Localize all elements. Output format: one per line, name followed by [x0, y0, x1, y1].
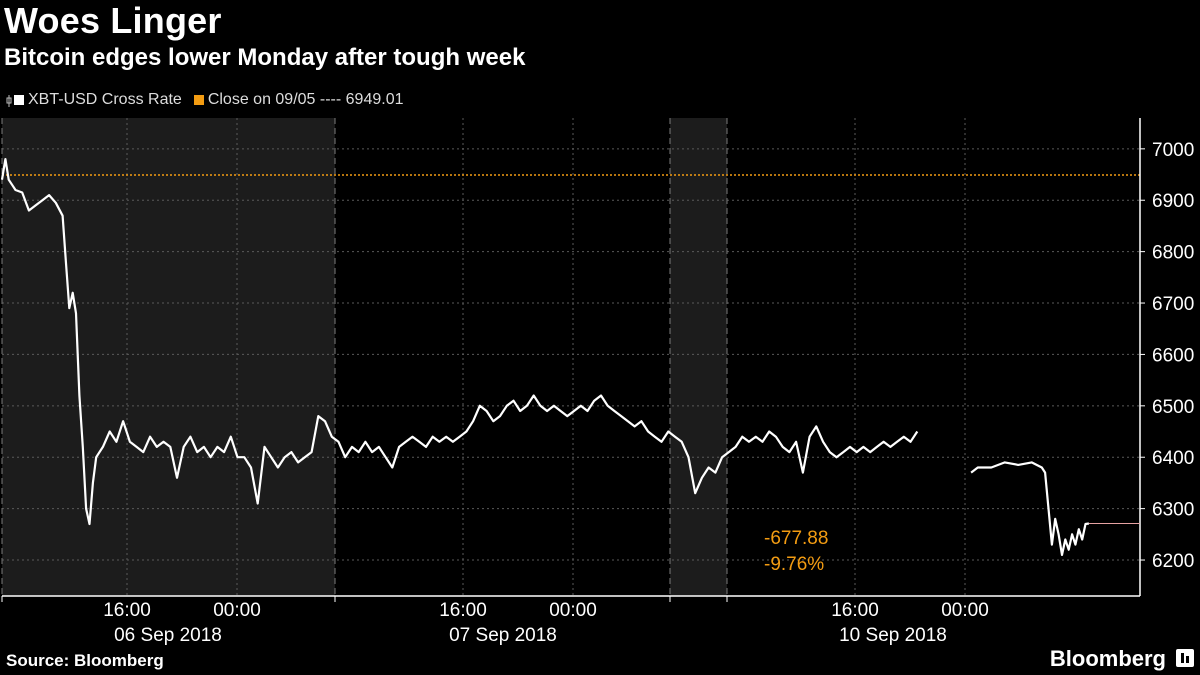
chart-title: Woes Linger — [4, 0, 222, 41]
legend: XBT-USD Cross Rate Close on 09/05 ---- 6… — [6, 91, 415, 109]
x-tick-label: 16:00 — [831, 600, 879, 621]
brand-logo: Bloomberg — [1049, 646, 1166, 671]
y-tick-label: 6600 — [1152, 345, 1194, 366]
x-tick-label: 16:00 — [439, 600, 487, 621]
x-tick-label: 16:00 — [103, 600, 151, 621]
y-tick-label: 6900 — [1152, 191, 1194, 212]
legend-item-series: XBT-USD Cross Rate — [6, 91, 182, 109]
y-tick-label: 6700 — [1152, 294, 1194, 315]
legend-label-series: XBT-USD Cross Rate — [28, 91, 182, 108]
axis-labels: 6200 6300 6400 6500 6600 6700 6800 6900 7000 16:0… — [103, 140, 1194, 646]
chart-subtitle: Bitcoin edges lower Monday after tough w… — [4, 44, 526, 71]
series-group — [0, 158, 1090, 556]
candle-icon — [6, 94, 12, 107]
y-tick-label: 6800 — [1152, 243, 1194, 264]
legend-swatch-series — [14, 95, 24, 105]
grid — [1, 118, 1145, 596]
x-tick-label: 00:00 — [213, 600, 261, 621]
shaded-region-0 — [2, 118, 335, 596]
legend-label-reference: Close on 09/05 ---- 6949.01 — [207, 91, 404, 108]
x-tick-label: 00:00 — [549, 600, 597, 621]
date-label: 10 Sep 2018 — [839, 625, 947, 646]
y-tick-label: 6400 — [1152, 448, 1194, 469]
legend-swatch-reference — [193, 95, 204, 105]
weekend-shading — [2, 118, 727, 596]
series-line-segment-0 — [0, 158, 919, 526]
series-line-segment-1 — [970, 461, 1090, 556]
y-tick-label: 7000 — [1152, 140, 1194, 161]
annotation-percent: -9.76% — [764, 554, 824, 575]
axes — [1, 118, 1141, 602]
y-tick-label: 6300 — [1152, 500, 1194, 521]
x-tick-label: 00:00 — [941, 600, 989, 621]
shaded-region-1 — [670, 118, 727, 596]
date-label: 06 Sep 2018 — [114, 625, 222, 646]
annotation-change: -677.88 — [764, 528, 828, 549]
legend-item-reference: Close on 09/05 ---- 6949.01 — [193, 91, 404, 109]
y-tick-label: 6500 — [1152, 397, 1194, 418]
source-note: Source: Bloomberg — [6, 651, 164, 670]
date-label: 07 Sep 2018 — [449, 625, 557, 646]
annotations: -677.88 -9.76% — [764, 522, 1140, 575]
bloomberg-icon — [1176, 649, 1194, 667]
y-tick-label: 6200 — [1152, 551, 1194, 572]
